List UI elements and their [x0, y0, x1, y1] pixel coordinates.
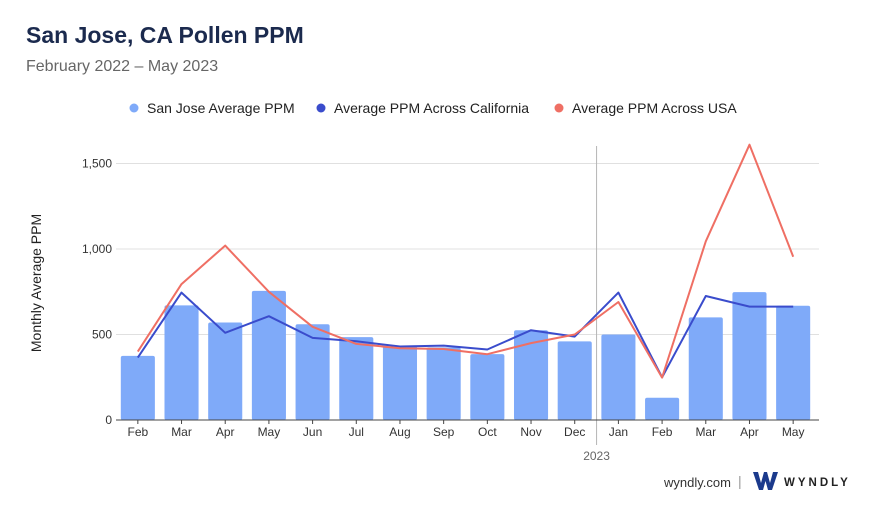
bar: [470, 354, 505, 420]
x-tick-label: May: [258, 425, 281, 439]
x-tick-label: Sep: [433, 425, 455, 439]
y-tick-label: 500: [92, 328, 112, 342]
bar: [382, 345, 418, 420]
wyndly-logo-mark: [753, 472, 778, 490]
bar: [164, 305, 199, 420]
x-tick-label: Jan: [609, 425, 628, 439]
bar: [601, 334, 636, 420]
bar: [251, 290, 286, 420]
legend-item-usa: Average PPM Across USA: [572, 100, 737, 116]
bar: [208, 322, 243, 420]
x-tick-label: Feb: [652, 425, 673, 439]
year-label: 2023: [583, 449, 610, 463]
x-tick-label: Feb: [128, 425, 149, 439]
y-axis-label: Monthly Average PPM: [28, 214, 44, 352]
bar: [776, 305, 811, 420]
x-tick-label: Oct: [478, 425, 497, 439]
bar: [120, 355, 155, 420]
wyndly-logo: WYNDLY: [753, 472, 851, 490]
bar: [339, 337, 374, 420]
legend-marker: [554, 103, 564, 113]
x-tick-label: Jun: [303, 425, 322, 439]
legend-marker: [316, 103, 326, 113]
bar: [513, 330, 549, 420]
footer-separator: |: [738, 473, 742, 489]
bar: [688, 317, 723, 420]
x-tick-label: Nov: [520, 425, 541, 439]
bar: [295, 324, 330, 420]
chart-title: San Jose, CA Pollen PPM: [26, 22, 304, 48]
wyndly-logo-wordmark: WYNDLY: [784, 477, 851, 489]
x-tick-label: Mar: [695, 425, 716, 439]
x-tick-label: Apr: [216, 425, 235, 439]
x-tick-label: Apr: [740, 425, 759, 439]
x-tick-label: May: [782, 425, 805, 439]
x-tick-label: Aug: [389, 425, 410, 439]
bar: [732, 292, 767, 420]
y-tick-label: 1,500: [82, 157, 112, 171]
y-tick-label: 0: [105, 413, 112, 427]
chart-subtitle: February 2022 – May 2023: [26, 58, 219, 75]
bar: [645, 397, 680, 420]
x-tick-label: Dec: [564, 425, 585, 439]
legend-marker: [129, 103, 139, 113]
y-tick-label: 1,000: [82, 242, 112, 256]
legend-item-california: Average PPM Across California: [334, 100, 529, 116]
legend-item-san-jose: San Jose Average PPM: [147, 100, 295, 116]
california-average-line: [136, 291, 794, 379]
footer-site-link[interactable]: wyndly.com: [664, 475, 731, 490]
bar: [426, 347, 461, 420]
bar: [557, 341, 592, 420]
x-tick-label: Jul: [349, 425, 364, 439]
x-tick-label: Mar: [171, 425, 192, 439]
usa-average-line: [136, 143, 795, 379]
